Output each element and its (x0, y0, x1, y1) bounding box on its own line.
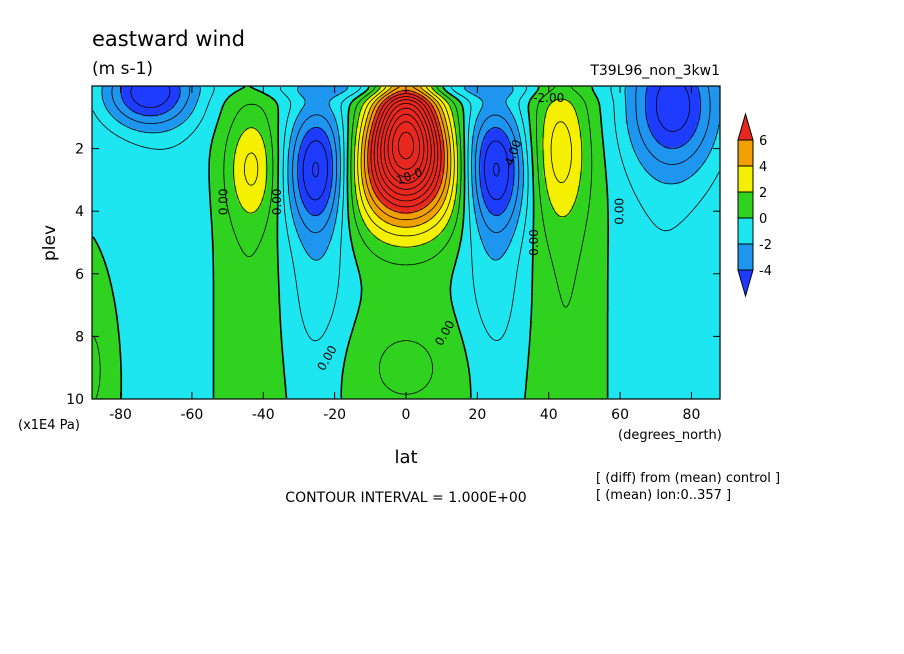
contour-label: -2.00 (533, 91, 564, 105)
colorbar-label: 4 (759, 160, 767, 175)
colorbar-label: 0 (759, 212, 767, 227)
y-tick-label: 2 (75, 142, 84, 158)
colorbar-bottom-arrow (737, 269, 754, 298)
contour-line (373, 96, 439, 202)
contour-line (92, 86, 720, 342)
x-tick-label: -20 (323, 407, 346, 423)
contour-line (360, 86, 452, 228)
contour-label: 0.00 (217, 188, 231, 215)
colorbar-top-arrow (737, 112, 754, 141)
contour-line (383, 107, 429, 184)
contour-label: 0.00 (527, 229, 541, 256)
colorbar-swatch (737, 217, 754, 245)
y-axis-label: plev (40, 225, 60, 261)
contour-line (130, 86, 691, 201)
y-tick-label: 8 (75, 329, 84, 345)
x-tick-label: 0 (402, 407, 411, 423)
colorbar-swatch (737, 191, 754, 219)
contour-label: 0.00 (270, 188, 284, 215)
contour-label: 0.00 (613, 198, 627, 225)
colorbar-swatch (737, 139, 754, 167)
colorbar-swatch (737, 165, 754, 193)
contour-line (101, 86, 720, 261)
contour-interval: CONTOUR INTERVAL = 1.000E+00 (285, 490, 526, 506)
y-tick-label: 6 (75, 267, 84, 283)
contour-line (233, 86, 583, 248)
x-tick-label: 20 (468, 407, 486, 423)
heatmap-field (92, 86, 720, 399)
x-tick-label: 80 (683, 407, 701, 423)
colorbar-label: -4 (759, 264, 772, 279)
colorbar: 6 4 2 0 -2 -4 (737, 112, 772, 298)
x-tick-label: 40 (540, 407, 558, 423)
colorbar-label: 2 (759, 186, 767, 201)
contour-line (312, 161, 500, 178)
note-diff: [ (diff) from (mean) control ] (596, 471, 780, 486)
chart-title: eastward wind (92, 27, 245, 51)
y-tick-label: 10 (66, 392, 84, 408)
contour-line (120, 86, 701, 217)
contour-line (398, 131, 414, 160)
y-axis-units: (x1E4 Pa) (18, 418, 80, 433)
contour-line (370, 93, 442, 208)
y-tick-label: 4 (75, 204, 84, 220)
contour-line (364, 86, 448, 221)
y-axis-ticks: 2 4 6 8 10 (66, 142, 720, 408)
contour-line (111, 86, 711, 234)
x-tick-label: 60 (611, 407, 629, 423)
x-axis-ticks: -80 -60 -40 -20 0 20 40 60 80 (109, 86, 700, 423)
run-name: T39L96_non_3kw1 (589, 63, 720, 79)
contour-line (392, 121, 420, 170)
chart-units: (m s-1) (92, 59, 153, 79)
contour-line (244, 86, 572, 237)
colorbar-label: 6 (759, 134, 767, 149)
x-axis-label: lat (394, 447, 417, 468)
x-axis-units: (degrees_north) (618, 428, 722, 443)
x-tick-label: -80 (109, 407, 132, 423)
x-tick-label: -40 (252, 407, 275, 423)
contour-line (387, 113, 425, 178)
contour-lines (92, 86, 720, 399)
contour-line (92, 86, 593, 399)
colorbar-label: -2 (759, 238, 772, 253)
x-tick-label: -60 (180, 407, 203, 423)
contour-line (380, 103, 432, 190)
note-mean: [ (mean) lon:0..357 ] (596, 488, 731, 503)
contour-line (377, 99, 435, 196)
contour-line (367, 89, 445, 214)
contour-line (92, 86, 609, 399)
colorbar-swatch (737, 243, 754, 271)
